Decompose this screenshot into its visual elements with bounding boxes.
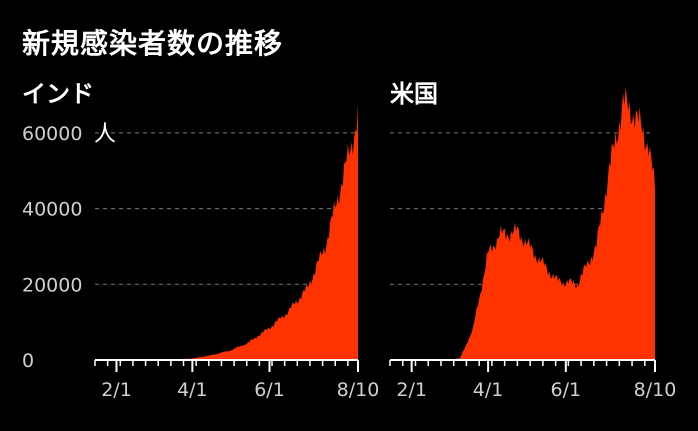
panel-title-india: インド bbox=[22, 80, 94, 108]
y-tick-label: 20000 bbox=[22, 274, 82, 296]
chart-title: 新規感染者数の推移 bbox=[22, 27, 284, 60]
x-tick-label: 6/1 bbox=[551, 379, 582, 401]
x-tick-label: 6/1 bbox=[254, 379, 285, 401]
y-tick-label: 60000 bbox=[22, 123, 82, 145]
y-axis-labels: 0 20000 40000 60000 人 bbox=[22, 122, 116, 372]
x-tick-label: 4/1 bbox=[177, 379, 208, 401]
panel-title-usa: 米国 bbox=[390, 80, 438, 108]
series-area bbox=[448, 86, 655, 360]
area-series bbox=[448, 86, 655, 360]
x-tick-label: 8/10 bbox=[337, 379, 380, 401]
series-area bbox=[170, 103, 358, 360]
grid-lines bbox=[95, 132, 356, 285]
panel-india: インド 2/1 4/1 6/1 8/10 0 20000 40000 60000 人 bbox=[22, 80, 379, 401]
y-tick-label: 40000 bbox=[22, 199, 82, 221]
x-tick-label: 2/1 bbox=[101, 379, 132, 401]
x-tick-label: 2/1 bbox=[396, 379, 427, 401]
area-series bbox=[170, 103, 358, 360]
x-axis: 2/1 4/1 6/1 8/10 bbox=[94, 359, 380, 401]
y-tick-label: 0 bbox=[22, 350, 34, 372]
panel-usa: 米国 2/1 4/1 6/1 8/10 bbox=[389, 80, 677, 401]
x-tick-label: 4/1 bbox=[473, 379, 504, 401]
x-axis: 2/1 4/1 6/1 8/10 bbox=[389, 359, 677, 401]
y-unit-label: 人 bbox=[94, 122, 116, 147]
x-tick-label: 8/10 bbox=[634, 379, 677, 401]
